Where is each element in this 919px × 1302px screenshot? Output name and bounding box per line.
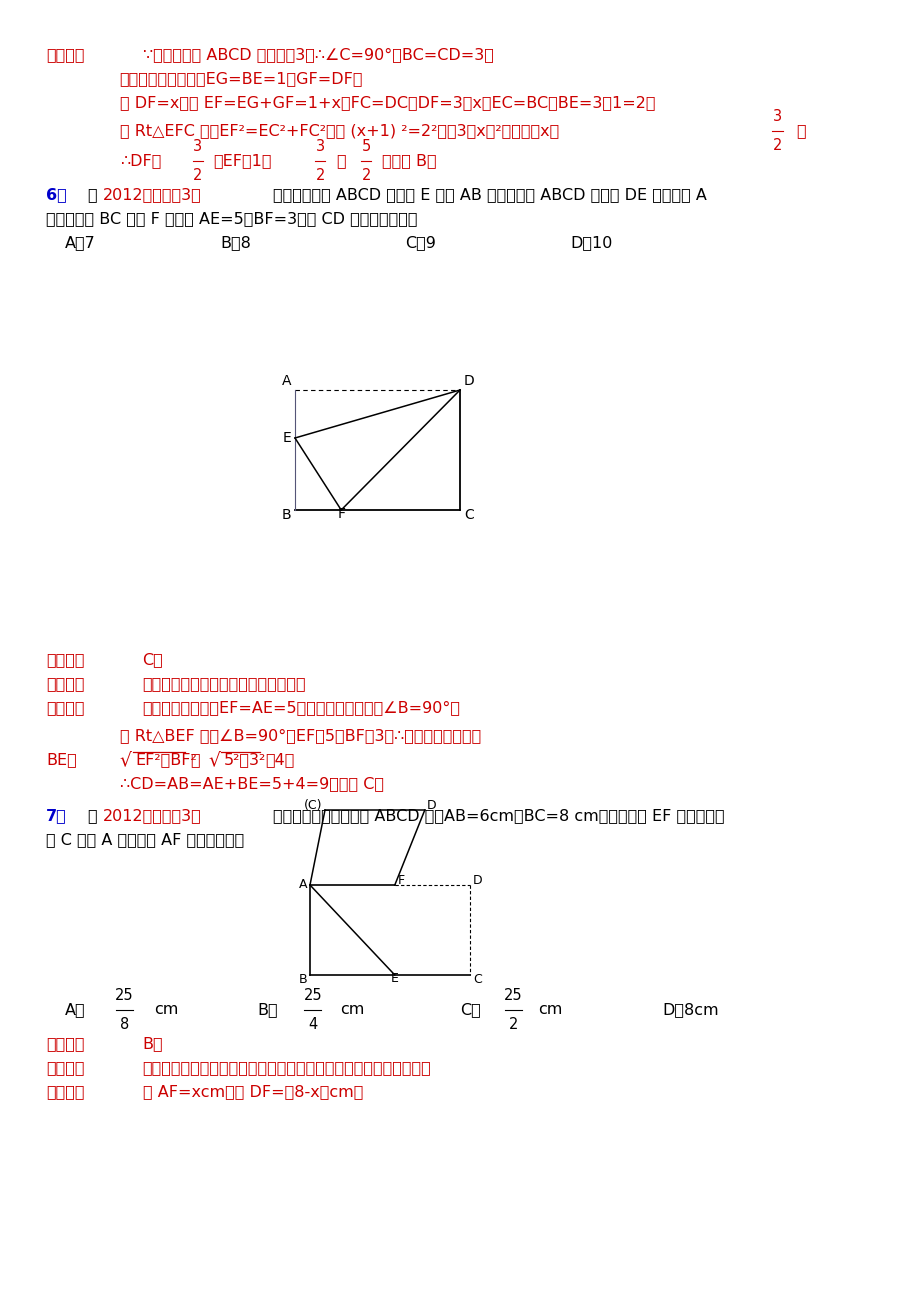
Text: F: F [337,506,345,521]
Text: E: E [391,973,398,986]
Text: 25: 25 [504,988,522,1003]
Text: D: D [426,799,436,812]
Text: 设 DF=x，则 EF=EG+GF=1+x，FC=DC－DF=3－x，EC=BC－BE=3－1=2。: 设 DF=x，则 EF=EG+GF=1+x，FC=DC－DF=3－x，EC=BC… [119,95,654,111]
Text: 2: 2 [193,168,202,184]
Text: 在 Rt△EFC 中，EF²=EC²+FC²，即 (x+1) ²=2²＋（3－x）²，解得：x＝: 在 Rt△EFC 中，EF²=EC²+FC²，即 (x+1) ²=2²＋（3－x… [119,124,558,138]
Text: D．10: D．10 [570,236,612,250]
Text: cm: cm [154,1003,178,1017]
Text: B．: B． [257,1003,278,1017]
Text: B．8: B．8 [221,236,252,250]
Text: ∵正方形纸片 ABCD 的边长为3，∴∠C=90°，BC=CD=3。: ∵正方形纸片 ABCD 的边长为3，∴∠C=90°，BC=CD=3。 [142,47,493,62]
Text: 2: 2 [315,168,324,184]
Text: B: B [298,973,307,986]
Text: 3: 3 [193,139,202,154]
Text: 。: 。 [795,124,804,138]
Text: D: D [472,874,482,887]
Text: 【分析】: 【分析】 [46,47,85,62]
Text: √: √ [119,750,131,769]
Text: (C): (C) [303,799,322,812]
Text: 【考点】: 【考点】 [46,677,85,691]
Text: ∴DF＝: ∴DF＝ [119,154,161,168]
Text: ）如图所示，矩形纸片 ABCD 中，AB=6cm，BC=8 cm，现将其沿 EF 对折，使得: ）如图所示，矩形纸片 ABCD 中，AB=6cm，BC=8 cm，现将其沿 EF… [273,809,724,823]
Text: 3: 3 [315,139,324,154]
Text: cm: cm [538,1003,562,1017]
Text: A．7: A．7 [64,236,95,250]
Text: ＝: ＝ [190,753,199,767]
Text: E: E [282,431,290,445]
Text: 【分析】: 【分析】 [46,700,85,716]
Text: C．9: C．9 [404,236,436,250]
Text: A: A [281,374,290,388]
Text: ∴CD=AB=AE+BE=5+4=9。故选 C。: ∴CD=AB=AE+BE=5+4=9。故选 C。 [119,776,383,792]
Text: 6．: 6． [46,187,67,203]
Text: ＝: ＝ [335,154,345,168]
Text: 恰好落在边 BC 的点 F 处。若 AE=5，BF=3，则 CD 的长是【　　】: 恰好落在边 BC 的点 F 处。若 AE=5，BF=3，则 CD 的长是【 】 [46,211,417,227]
Text: C．: C． [460,1003,481,1017]
Text: 8: 8 [119,1017,129,1032]
Text: 点 C 与点 A 重合，则 AF 长为【　　】: 点 C 与点 A 重合，则 AF 长为【 】 [46,832,244,848]
Text: D: D [463,374,474,388]
Text: 设 AF=xcm，则 DF=（8-x）cm，: 设 AF=xcm，则 DF=（8-x）cm， [142,1085,363,1099]
Text: A．: A． [64,1003,85,1017]
Text: 2012湖北武汉3分: 2012湖北武汉3分 [103,187,201,203]
Text: ）如图，矩形 ABCD 中，点 E 在边 AB 上，将矩形 ABCD 沿直线 DE 折叠，点 A: ）如图，矩形 ABCD 中，点 E 在边 AB 上，将矩形 ABCD 沿直线 D… [273,187,707,203]
Text: ，EF＝1＋: ，EF＝1＋ [213,154,272,168]
Text: 2: 2 [361,168,370,184]
Text: （: （ [87,187,96,203]
Text: A: A [298,879,307,892]
Text: 5: 5 [361,139,370,154]
Text: 7．: 7． [46,809,67,823]
Text: 【考点】: 【考点】 [46,1061,85,1075]
Text: B。: B。 [142,1036,163,1052]
Text: 根据折叠的性质，EF=AE=5；根据矩形的性质，∠B=90°。: 根据折叠的性质，EF=AE=5；根据矩形的性质，∠B=90°。 [142,700,460,716]
Text: cm: cm [340,1003,364,1017]
Text: BE＝: BE＝ [46,753,76,767]
Text: C: C [463,508,473,522]
Text: F: F [397,874,404,887]
Text: 25: 25 [303,988,322,1003]
Text: 5²－3²: 5²－3² [224,753,267,767]
Text: D．8cm: D．8cm [662,1003,719,1017]
Text: 【答案】: 【答案】 [46,652,85,668]
Text: 【分析】: 【分析】 [46,1085,85,1099]
Text: 翻折变换（折叠问题），折叠对称的性质，矩形的性质，勾股定理。: 翻折变换（折叠问题），折叠对称的性质，矩形的性质，勾股定理。 [142,1061,431,1075]
Text: ＝4。: ＝4。 [265,753,294,767]
Text: 在 Rt△BEF 中，∠B=90°，EF＝5，BF＝3，∴根据勾股定理，得: 在 Rt△BEF 中，∠B=90°，EF＝5，BF＝3，∴根据勾股定理，得 [119,729,481,743]
Text: 2012湖北黄石3分: 2012湖北黄石3分 [103,809,201,823]
Text: 3: 3 [772,109,781,124]
Text: 25: 25 [115,988,133,1003]
Text: 根据折叠的性质得：EG=BE=1，GF=DF。: 根据折叠的性质得：EG=BE=1，GF=DF。 [119,72,363,86]
Text: 【答案】: 【答案】 [46,1036,85,1052]
Text: EF²－BF²: EF²－BF² [135,753,198,767]
Text: 折叠的性质，矩形的性质，勾股定理。: 折叠的性质，矩形的性质，勾股定理。 [142,677,306,691]
Text: 2: 2 [508,1017,517,1032]
Text: 2: 2 [772,138,781,154]
Text: C: C [472,973,482,986]
Text: B: B [281,508,290,522]
Text: （: （ [87,809,96,823]
Text: √: √ [208,750,220,769]
Text: 。故选 B。: 。故选 B。 [381,154,436,168]
Text: 4: 4 [308,1017,317,1032]
Text: C。: C。 [142,652,164,668]
